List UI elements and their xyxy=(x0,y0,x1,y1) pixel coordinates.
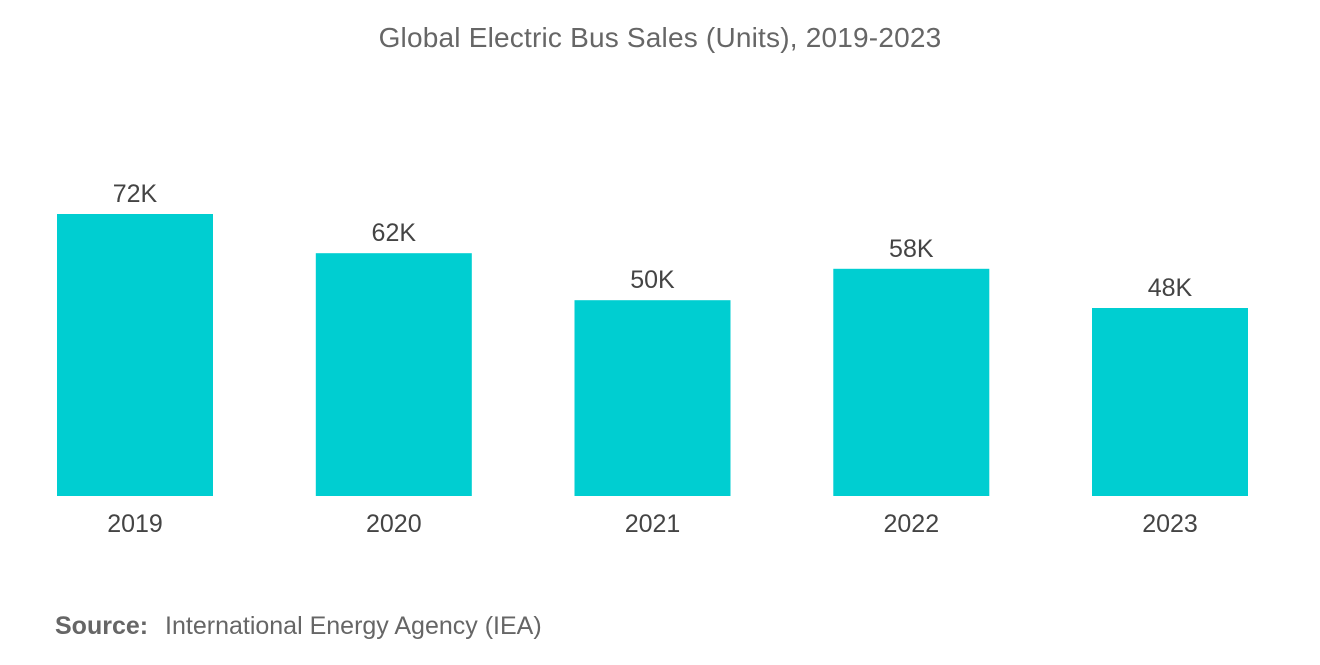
bar-2023 xyxy=(1092,308,1248,496)
bars-group xyxy=(57,214,1248,496)
data-label-2022: 58K xyxy=(889,235,934,263)
x-tick-label-2022: 2022 xyxy=(883,510,939,538)
x-tick-label-2020: 2020 xyxy=(366,510,422,538)
bar-2022 xyxy=(833,268,990,496)
bar-2019 xyxy=(57,214,213,496)
source-note: Source: International Energy Agency (IEA… xyxy=(55,612,542,641)
x-tick-label-2023: 2023 xyxy=(1142,510,1198,538)
bar-2020 xyxy=(315,253,472,496)
value-labels-group: 72K 62K 50K 58K 48K xyxy=(113,180,1193,302)
data-label-2020: 62K xyxy=(372,219,417,247)
source-label: Source: xyxy=(55,612,149,640)
x-axis-labels-group: 2019 2020 2021 2022 2023 xyxy=(107,510,1198,538)
bar-chart: 72K 62K 50K 58K 48K 2019 2020 2021 2022 2023 xyxy=(57,180,1248,538)
chart-title: Global Electric Bus Sales (Units), 2019-… xyxy=(378,22,942,53)
source-text: International Energy Agency (IEA) xyxy=(165,612,542,640)
data-label-2023: 48K xyxy=(1148,274,1193,302)
data-label-2019: 72K xyxy=(113,180,158,208)
x-tick-label-2021: 2021 xyxy=(625,510,681,538)
data-label-2021: 50K xyxy=(630,266,675,294)
bar-2021 xyxy=(574,300,731,496)
x-tick-label-2019: 2019 xyxy=(107,510,163,538)
